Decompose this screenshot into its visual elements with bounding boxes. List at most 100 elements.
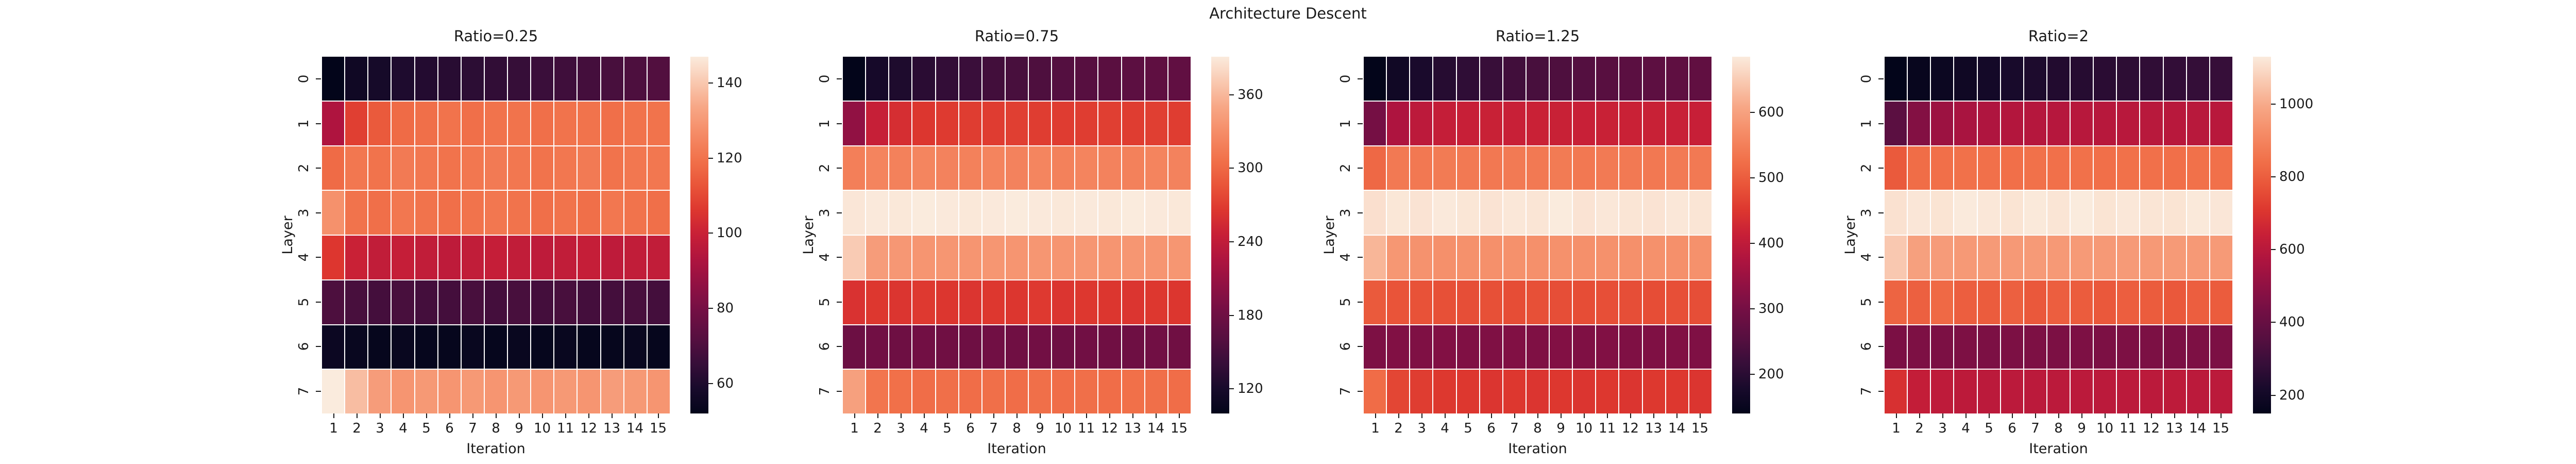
heatmap-cell — [1954, 236, 1977, 279]
heatmap-cell — [959, 280, 981, 324]
x-tick-label: 11 — [1598, 421, 1616, 436]
heatmap-cell — [843, 57, 866, 101]
colorbar-tick-mark — [1750, 373, 1755, 375]
y-tick-label: 2 — [1859, 163, 1874, 173]
heatmap-cell — [322, 280, 345, 324]
y-tick-label: 4 — [817, 253, 833, 262]
x-tick-label: 6 — [445, 421, 454, 436]
y-tick-label: 6 — [1338, 342, 1353, 351]
heatmap-cell — [1052, 101, 1075, 145]
heatmap-cell — [1977, 146, 2000, 190]
y-tick-label: 2 — [1338, 163, 1353, 173]
heatmap-cell — [1931, 101, 1954, 145]
heatmap-cell — [982, 236, 1005, 279]
heatmap-cell — [2140, 280, 2163, 324]
x-tick-mark — [1942, 413, 1943, 418]
heatmap-cell — [368, 146, 391, 190]
heatmap-cell — [508, 280, 531, 324]
y-tick-mark — [1358, 301, 1363, 303]
heatmap-cell — [484, 370, 507, 413]
heatmap-cell — [1954, 57, 1977, 101]
heatmap-cell — [1596, 280, 1619, 324]
heatmap-cell — [1052, 280, 1075, 324]
y-tick-label: 6 — [296, 342, 312, 351]
x-tick-mark — [1155, 413, 1157, 418]
heatmap-cell — [1550, 236, 1572, 279]
heatmap-cell — [601, 370, 623, 413]
heatmap-cell — [1573, 101, 1596, 145]
heatmap-cell — [601, 57, 623, 101]
heatmap-cell — [624, 57, 647, 101]
heatmap-cell — [578, 325, 600, 369]
y-tick-mark — [1358, 257, 1363, 258]
heatmap-cell — [624, 101, 647, 145]
x-tick-mark — [970, 413, 971, 418]
x-tick-mark — [2127, 413, 2129, 418]
heatmap-cell — [1122, 370, 1144, 413]
y-tick-mark — [1878, 168, 1884, 169]
heatmap-cell — [2071, 57, 2093, 101]
heatmap-cell — [1977, 325, 2000, 369]
colorbar-tick-mark — [2271, 249, 2276, 251]
heatmap-cell — [2187, 325, 2209, 369]
heatmap-cell — [1480, 101, 1502, 145]
heatmap-cell — [438, 146, 461, 190]
heatmap-cell — [936, 325, 958, 369]
heatmap-cell — [415, 146, 437, 190]
x-tick-label: 1 — [329, 421, 338, 436]
colorbar-tick-mark — [708, 383, 713, 384]
heatmap-cell — [1029, 325, 1052, 369]
heatmap-cell — [1954, 191, 1977, 235]
heatmap-cell — [1619, 370, 1642, 413]
heatmap-cell — [1977, 101, 2000, 145]
heatmap-cell — [1666, 280, 1688, 324]
x-tick-label: 10 — [1054, 421, 1072, 436]
colorbar-tick-label: 360 — [1238, 87, 1263, 103]
heatmap-cell — [982, 101, 1005, 145]
heatmap-cell — [508, 191, 531, 235]
heatmap-cell — [1642, 280, 1665, 324]
heatmap-cell — [415, 191, 437, 235]
heatmap-cell — [1098, 191, 1121, 235]
x-tick-label: 7 — [2031, 421, 2040, 436]
x-tick-label: 8 — [1533, 421, 1542, 436]
heatmap-cell — [531, 146, 554, 190]
heatmap-cell — [2117, 146, 2140, 190]
heatmap-cell — [1052, 191, 1075, 235]
heatmap-cell — [2001, 191, 2023, 235]
heatmap-cell — [1433, 57, 1456, 101]
heatmap-cell — [1145, 370, 1167, 413]
heatmap-cell — [1122, 146, 1144, 190]
heatmap-cell — [392, 325, 414, 369]
heatmap-cell — [2140, 325, 2163, 369]
x-tick-label: 4 — [920, 421, 928, 436]
heatmap-cell — [1410, 191, 1433, 235]
heatmap-cell — [1387, 101, 1410, 145]
heatmap-cell — [1642, 370, 1665, 413]
heatmap-cell — [2001, 325, 2023, 369]
heatmap-cell — [368, 191, 391, 235]
heatmap-cell — [461, 146, 484, 190]
heatmap-cell — [1005, 325, 1028, 369]
heatmap-cell — [1098, 280, 1121, 324]
x-tick-mark — [1560, 413, 1562, 418]
heatmap-cell — [1052, 236, 1075, 279]
heatmap-cell — [1029, 280, 1052, 324]
heatmap-cell — [1526, 191, 1549, 235]
x-tick-mark — [1016, 413, 1018, 418]
heatmap-cell — [1410, 236, 1433, 279]
colorbar-tick-label: 80 — [717, 301, 734, 317]
x-tick-mark — [1514, 413, 1515, 418]
heatmap-cell — [461, 101, 484, 145]
heatmap-cell — [2117, 370, 2140, 413]
heatmap-cell — [2024, 370, 2046, 413]
colorbar-tick-mark — [1750, 177, 1755, 178]
heatmap-cell — [1075, 146, 1098, 190]
x-tick-label: 3 — [1417, 421, 1426, 436]
heatmap-cell — [322, 370, 345, 413]
heatmap-cell — [2117, 280, 2140, 324]
x-tick-mark — [1375, 413, 1376, 418]
colorbar-tick-mark — [708, 82, 713, 84]
heatmap-cell — [1954, 370, 1977, 413]
